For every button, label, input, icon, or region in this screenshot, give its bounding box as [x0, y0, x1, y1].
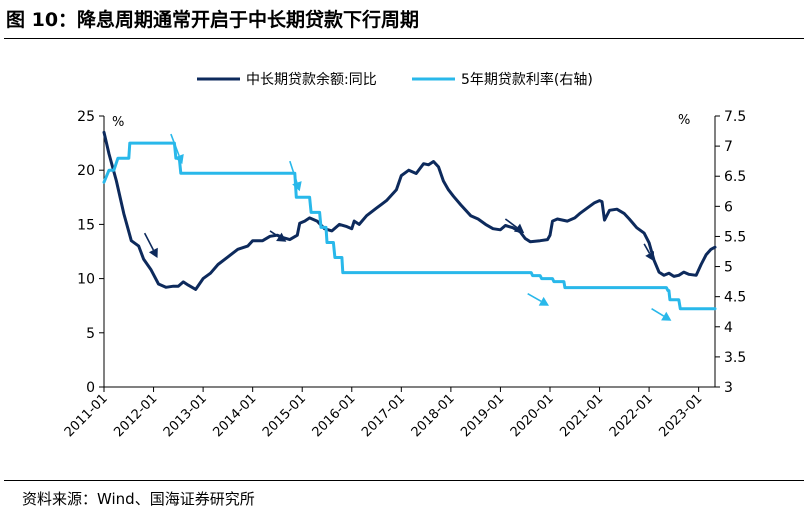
x-tick-label: 2016-01: [310, 391, 359, 440]
right-tick-label: 3.5: [724, 350, 746, 366]
legend-label-5y-rate: 5年期贷款利率(右轴): [461, 71, 593, 88]
x-tick-label: 2023-01: [656, 391, 705, 440]
figure-title: 图 10：降息周期通常开启于中长期贷款下行周期: [6, 9, 420, 31]
x-tick-label: 2018-01: [409, 391, 458, 440]
x-tick-label: 2022-01: [607, 391, 656, 440]
right-tick-label: 5.5: [724, 229, 746, 245]
arrow-shaft: [170, 133, 180, 157]
arrow-head: [538, 296, 549, 306]
arrow-head: [645, 250, 655, 262]
source-note: 资料来源：Wind、国海证券研究所: [22, 490, 255, 508]
right-tick-label: 5: [724, 260, 733, 276]
left-tick-label: 0: [86, 380, 95, 396]
x-tick-label: 2013-01: [161, 391, 210, 440]
left-axis-unit: %: [112, 115, 124, 130]
source-rule: [4, 480, 804, 481]
left-tick-label: 20: [77, 163, 95, 179]
right-tick-label: 6: [724, 199, 733, 215]
arrow-shaft: [289, 160, 298, 183]
title-rule: [4, 38, 804, 39]
series-line-5y-rate: [102, 141, 717, 311]
arrow-head: [174, 153, 184, 165]
arrow-shaft: [269, 230, 280, 238]
legend: 中长期贷款余额:同比 5年期贷款利率(右轴): [197, 71, 593, 88]
right-tick-label: 4.5: [724, 290, 746, 306]
left-tick-label: 10: [77, 272, 95, 288]
x-tick-label: 2015-01: [260, 391, 309, 440]
left-tick-label: 15: [77, 217, 95, 233]
arrow-shaft: [504, 218, 518, 229]
x-tick-label: 2012-01: [111, 391, 160, 440]
arrow-shaft: [143, 232, 155, 251]
right-tick-label: 7: [724, 139, 733, 155]
arrow-head: [514, 223, 525, 234]
x-tick-label: 2019-01: [458, 391, 507, 440]
left-tick-label: 5: [86, 326, 95, 342]
line-chart: 中长期贷款余额:同比 5年期贷款利率(右轴) % % 0 5 10 15 20 25 3 3.…: [62, 71, 746, 440]
arrow-head: [292, 181, 302, 192]
legend-label-loan-growth: 中长期贷款余额:同比: [246, 71, 377, 88]
arrow-shaft: [527, 292, 542, 302]
right-tick-label: 4: [724, 320, 733, 336]
arrow-head: [276, 232, 287, 242]
x-tick-label: 2017-01: [359, 391, 408, 440]
right-tick-label: 7.5: [724, 109, 746, 125]
arrow-shaft: [651, 308, 665, 317]
left-tick-label: 25: [77, 109, 95, 125]
x-tick-label: 2020-01: [508, 391, 557, 440]
x-tick-label: 2014-01: [210, 391, 259, 440]
right-tick-label: 3: [724, 380, 733, 396]
annotation-arrows: [143, 133, 672, 321]
arrow-head: [661, 311, 672, 321]
right-axis-unit: %: [678, 113, 690, 128]
x-tick-label: 2011-01: [62, 391, 111, 440]
x-tick-label: 2021-01: [557, 391, 606, 440]
series-layer: [102, 130, 717, 311]
arrow-head: [148, 247, 158, 259]
arrow-shaft: [643, 243, 651, 254]
series-line-loan-growth: [102, 130, 717, 291]
right-tick-label: 6.5: [724, 169, 746, 185]
